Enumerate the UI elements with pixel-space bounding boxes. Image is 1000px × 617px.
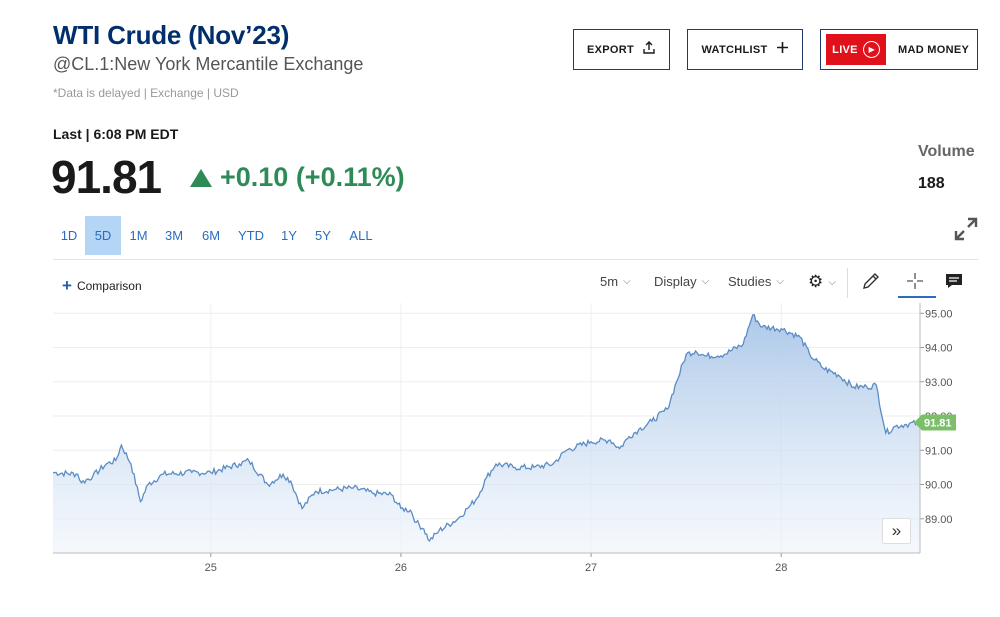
x-tick-label: 28 xyxy=(775,562,787,574)
comment-icon xyxy=(946,274,962,288)
chevron-down-icon: ⌵ xyxy=(701,276,710,287)
up-arrow-icon xyxy=(190,168,212,187)
y-tick-label: 89.00 xyxy=(925,514,953,526)
range-ytd[interactable]: YTD xyxy=(238,228,264,243)
range-selector: 1D 5D 1M 3M 6M YTD 1Y 5Y ALL xyxy=(53,216,382,255)
y-tick-label: 90.00 xyxy=(925,480,953,492)
live-show-label: MAD MONEY xyxy=(898,43,970,56)
plus-icon xyxy=(776,41,789,58)
range-5y[interactable]: 5Y xyxy=(315,228,331,243)
range-all[interactable]: ALL xyxy=(349,228,373,243)
exchange-subtitle: @CL.1:New York Mercantile Exchange xyxy=(53,54,364,74)
watchlist-button[interactable]: WATCHLIST xyxy=(687,29,803,70)
delayed-note: *Data is delayed | Exchange | USD xyxy=(53,86,239,100)
live-badge: LIVE ▶ xyxy=(826,34,886,65)
range-1y[interactable]: 1Y xyxy=(281,228,297,243)
crosshair-tool-button[interactable] xyxy=(905,271,925,291)
studies-dropdown[interactable]: Studies ⌵ xyxy=(728,274,784,289)
play-icon: ▶ xyxy=(862,41,880,58)
y-tick-label: 94.00 xyxy=(925,343,953,355)
last-price-marker: 91.81 xyxy=(914,414,956,431)
range-5d[interactable]: 5D xyxy=(85,216,121,255)
last-price: 91.81 xyxy=(51,151,162,203)
x-tick-label: 25 xyxy=(205,562,217,574)
price-area xyxy=(53,314,920,553)
chevron-down-icon: ⌵ xyxy=(776,276,784,287)
share-icon xyxy=(642,40,656,59)
price-line xyxy=(52,313,921,543)
x-tick-label: 27 xyxy=(585,562,597,574)
pencil-icon xyxy=(863,273,879,289)
range-1m[interactable]: 1M xyxy=(129,228,148,243)
chevron-down-icon: ⌵ xyxy=(623,276,631,287)
double-chevron-right-icon: » xyxy=(891,521,902,540)
watchlist-label: WATCHLIST xyxy=(701,43,768,56)
x-axis: 25 26 27 28 xyxy=(53,552,920,574)
instrument-title: WTI Crude (Nov’23) xyxy=(53,20,290,50)
price-change: +0.10 (+0.11%) xyxy=(190,162,405,193)
y-tick-label: 91.00 xyxy=(925,445,953,457)
export-label: EXPORT xyxy=(586,43,635,56)
gear-icon: ⚙ xyxy=(808,272,824,291)
last-price-tag xyxy=(914,414,956,431)
live-tv-button[interactable]: LIVE ▶ MAD MONEY xyxy=(820,29,978,70)
x-tick-label: 26 xyxy=(395,562,407,574)
expand-icon[interactable] xyxy=(953,216,979,242)
active-tool-indicator xyxy=(898,296,936,298)
last-timestamp: Last | 6:08 PM EDT xyxy=(53,126,179,142)
annotation-tool-button[interactable] xyxy=(944,271,964,291)
export-button[interactable]: EXPORT xyxy=(573,29,670,70)
last-price-tag-label: 91.81 xyxy=(924,418,952,430)
chevron-down-icon: ⌵ xyxy=(828,276,836,288)
draw-tool-button[interactable] xyxy=(861,271,881,291)
range-1d[interactable]: 1D xyxy=(60,228,78,243)
comparison-button[interactable]: + Comparison xyxy=(62,277,142,294)
plus-icon: + xyxy=(62,276,72,295)
header-divider xyxy=(53,259,978,260)
volume-value: 188 xyxy=(918,175,945,192)
range-6m[interactable]: 6M xyxy=(201,228,221,243)
settings-dropdown[interactable]: ⚙ ⌵ xyxy=(808,272,836,292)
interval-dropdown[interactable]: 5m ⌵ xyxy=(600,274,631,289)
crosshair-icon xyxy=(907,273,923,289)
display-dropdown[interactable]: Display ⌵ xyxy=(654,274,710,289)
y-tick-label: 95.00 xyxy=(925,308,953,320)
toolbar-separator xyxy=(847,268,848,298)
scroll-forward-button[interactable]: » xyxy=(882,518,911,544)
y-tick-label: 93.00 xyxy=(925,377,953,389)
volume-label: Volume xyxy=(918,143,975,160)
range-3m[interactable]: 3M xyxy=(164,228,184,243)
change-value: +0.10 (+0.11%) xyxy=(220,162,405,192)
comparison-label: Comparison xyxy=(76,278,142,293)
